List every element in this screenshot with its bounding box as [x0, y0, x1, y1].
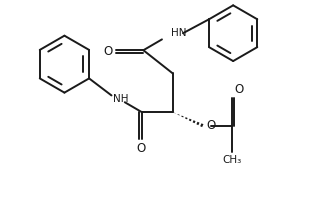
Text: CH₃: CH₃: [222, 155, 241, 166]
Text: O: O: [103, 45, 112, 58]
Text: O: O: [206, 119, 215, 132]
Text: O: O: [136, 142, 145, 155]
Text: NH: NH: [113, 94, 129, 104]
Text: HN: HN: [171, 28, 187, 38]
Text: O: O: [235, 83, 244, 96]
